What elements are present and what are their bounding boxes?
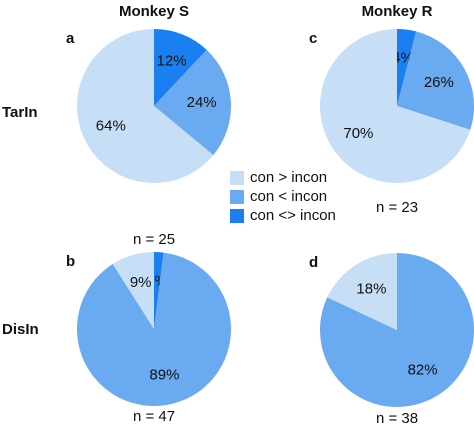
data-label: 18% bbox=[356, 281, 386, 298]
pie-slice bbox=[77, 252, 232, 406]
row-header: DisIn bbox=[2, 321, 39, 338]
legend-label: con > incon bbox=[250, 169, 327, 186]
data-label: 64% bbox=[96, 117, 126, 134]
pie-slice bbox=[397, 29, 417, 106]
panel-letter: b bbox=[66, 253, 75, 270]
panel-letter: d bbox=[309, 254, 318, 271]
pie-slice bbox=[154, 49, 231, 156]
sample-size: n = 47 bbox=[133, 408, 175, 425]
legend-swatch bbox=[230, 171, 244, 185]
data-label: 12% bbox=[157, 53, 187, 70]
pie-slice bbox=[327, 253, 397, 330]
data-label: 24% bbox=[187, 94, 217, 111]
sample-size: n = 23 bbox=[376, 199, 418, 216]
data-label: 26% bbox=[424, 74, 454, 91]
data-label: 9% bbox=[130, 274, 152, 291]
pie-slice bbox=[397, 31, 474, 130]
panel-letter: a bbox=[66, 30, 75, 47]
data-label: 89% bbox=[149, 367, 179, 384]
legend-swatch bbox=[230, 209, 244, 223]
column-header: Monkey R bbox=[362, 3, 433, 20]
row-header: TarIn bbox=[2, 104, 38, 121]
legend-label: con <> incon bbox=[250, 207, 336, 224]
panel-letter: c bbox=[309, 30, 317, 47]
data-label: 70% bbox=[343, 125, 373, 142]
pie-slice bbox=[320, 253, 474, 407]
pie-slice bbox=[154, 252, 164, 329]
data-label: 82% bbox=[408, 361, 438, 378]
sample-size: n = 38 bbox=[376, 410, 418, 426]
legend-label: con < incon bbox=[250, 188, 327, 205]
legend-swatch bbox=[230, 190, 244, 204]
pie-slice bbox=[320, 29, 471, 183]
sample-size: n = 25 bbox=[133, 231, 175, 248]
pie-slice bbox=[112, 251, 154, 329]
pie-slice bbox=[76, 29, 214, 183]
column-header: Monkey S bbox=[119, 3, 189, 20]
pie-slice bbox=[154, 29, 207, 106]
